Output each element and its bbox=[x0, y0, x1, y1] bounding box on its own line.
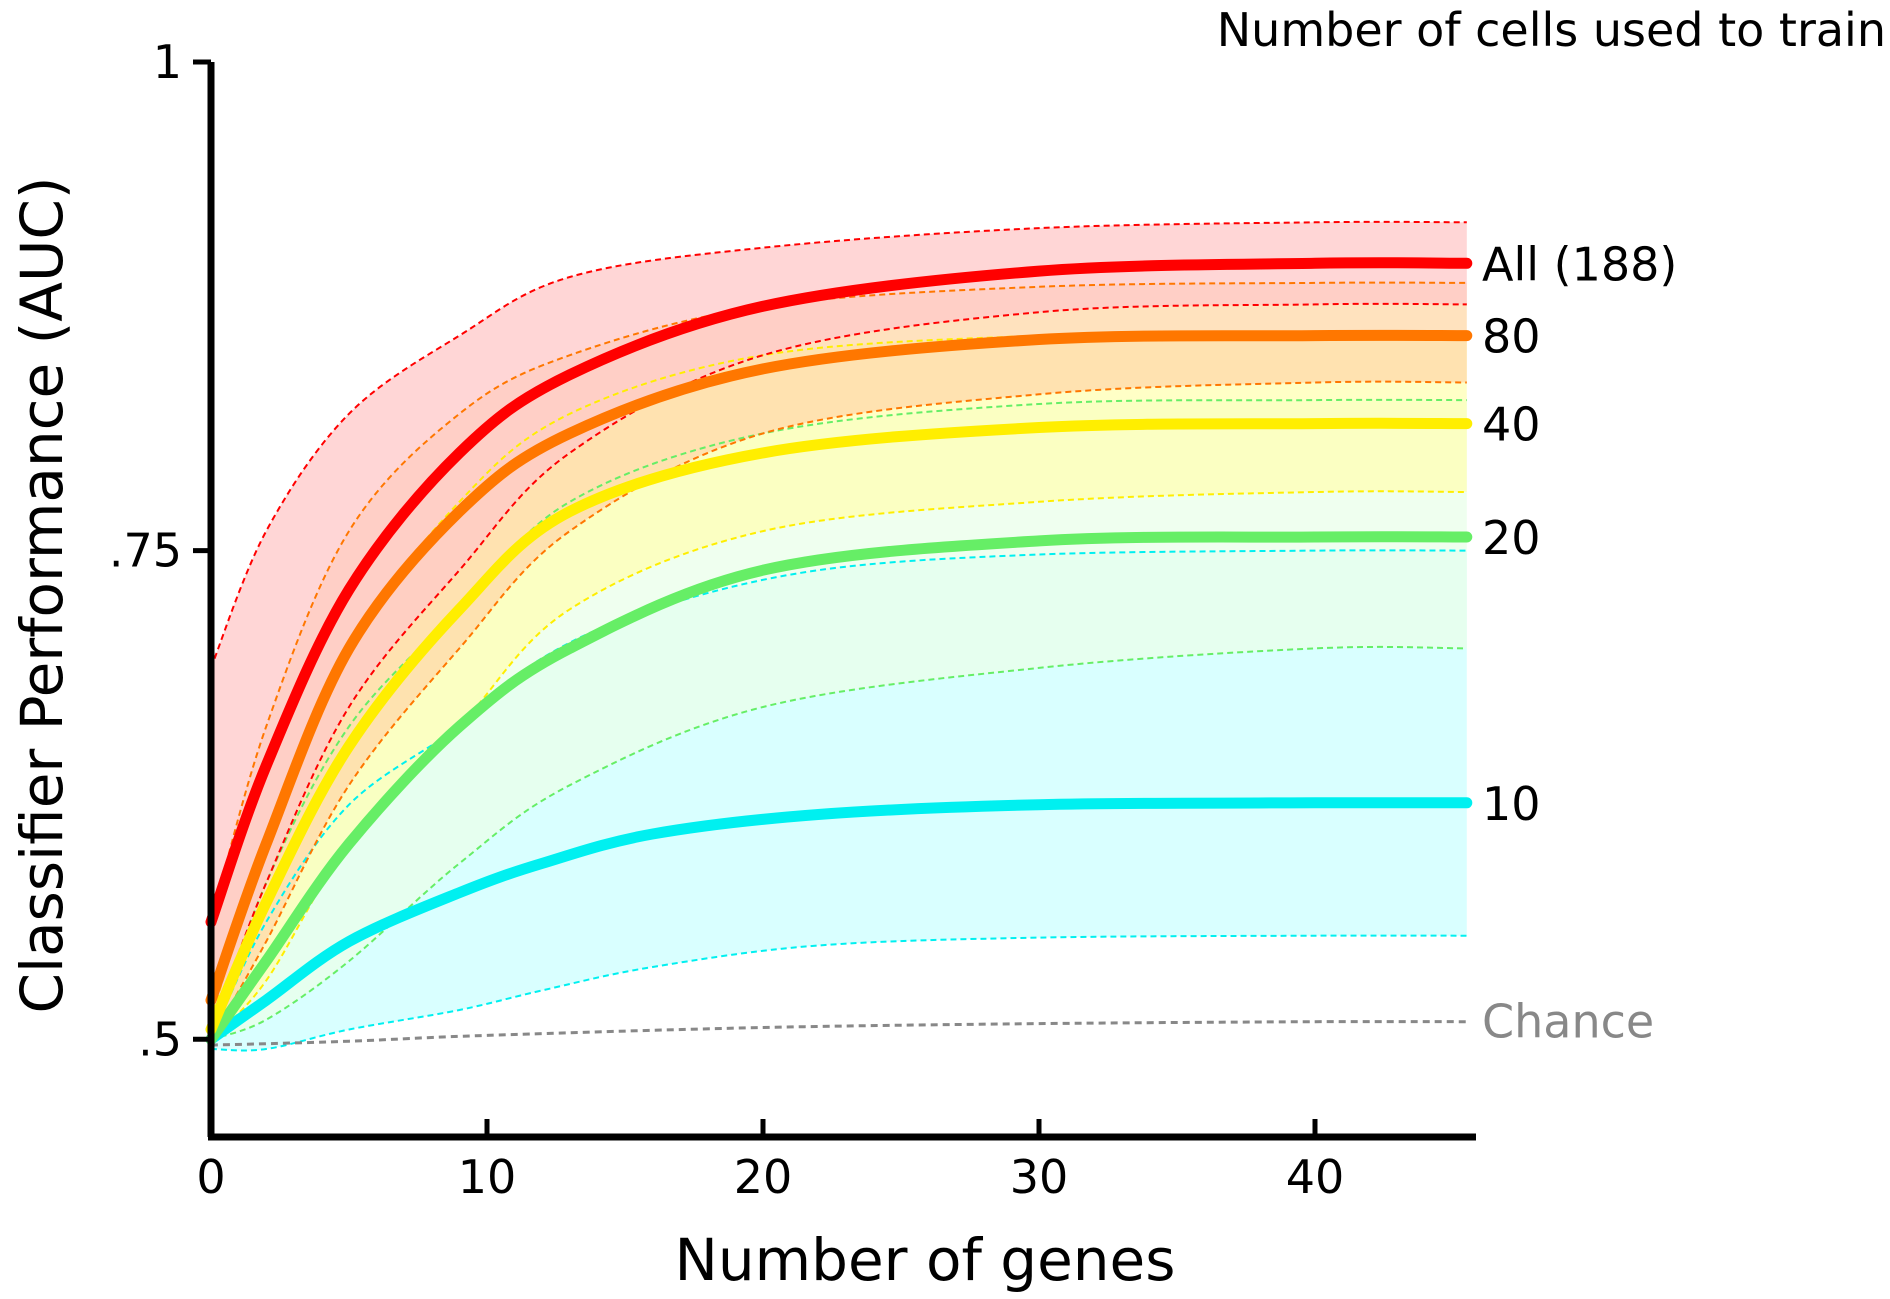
x-tick-label: 20 bbox=[734, 1150, 793, 1204]
lower-bound-80 bbox=[210, 380, 1467, 1040]
series-line-all-188 bbox=[205, 257, 1473, 928]
band-all-188 bbox=[211, 221, 1467, 1030]
chance-label: Chance bbox=[1482, 995, 1654, 1049]
chance-line-group bbox=[210, 1020, 1467, 1047]
upper-bound-20 bbox=[210, 398, 1467, 1040]
lower-bound-10 bbox=[210, 934, 1467, 1052]
upper-bound-40 bbox=[210, 330, 1467, 1020]
x-tick-label: 40 bbox=[1286, 1150, 1345, 1204]
x-tick-label: 0 bbox=[196, 1150, 225, 1204]
series-label-80: 80 bbox=[1482, 310, 1541, 364]
legend-title: Number of cells used to train bbox=[1217, 3, 1886, 57]
y-tick-label: .5 bbox=[138, 1012, 182, 1066]
lower-bound-all-188 bbox=[210, 302, 1467, 1030]
series-labels: Chance 10 20 40 80 All (188) bbox=[1482, 237, 1677, 1048]
confidence-bounds bbox=[210, 220, 1467, 1052]
y-axis-label: Classifier Performance (AUC) bbox=[8, 176, 76, 1013]
x-tick-label: 30 bbox=[1010, 1150, 1069, 1204]
upper-bound-80 bbox=[210, 281, 1467, 923]
upper-bound-all-188 bbox=[210, 220, 1467, 669]
chance-line bbox=[210, 1020, 1467, 1047]
series-label-40: 40 bbox=[1482, 398, 1541, 452]
series-line-80 bbox=[205, 329, 1473, 1006]
y-tick-label: 1 bbox=[153, 35, 182, 89]
series-line-10 bbox=[205, 797, 1473, 1045]
series-line-20 bbox=[205, 531, 1473, 1045]
x-tick-label: 10 bbox=[458, 1150, 517, 1204]
series-label-all-188: All (188) bbox=[1482, 237, 1677, 291]
series-lines bbox=[205, 257, 1473, 1045]
series-line-40 bbox=[205, 417, 1473, 1035]
y-tick-label: .75 bbox=[109, 524, 182, 578]
series-label-20: 20 bbox=[1482, 511, 1541, 565]
lower-bound-40 bbox=[210, 490, 1467, 1040]
axes bbox=[207, 62, 1476, 1141]
x-axis-label: Number of genes bbox=[675, 1226, 1176, 1294]
lower-bound-20 bbox=[210, 645, 1467, 1041]
series-label-10: 10 bbox=[1482, 777, 1541, 831]
axis-ticks: 0 10 20 30 40 .5 .75 1 bbox=[109, 35, 1344, 1204]
